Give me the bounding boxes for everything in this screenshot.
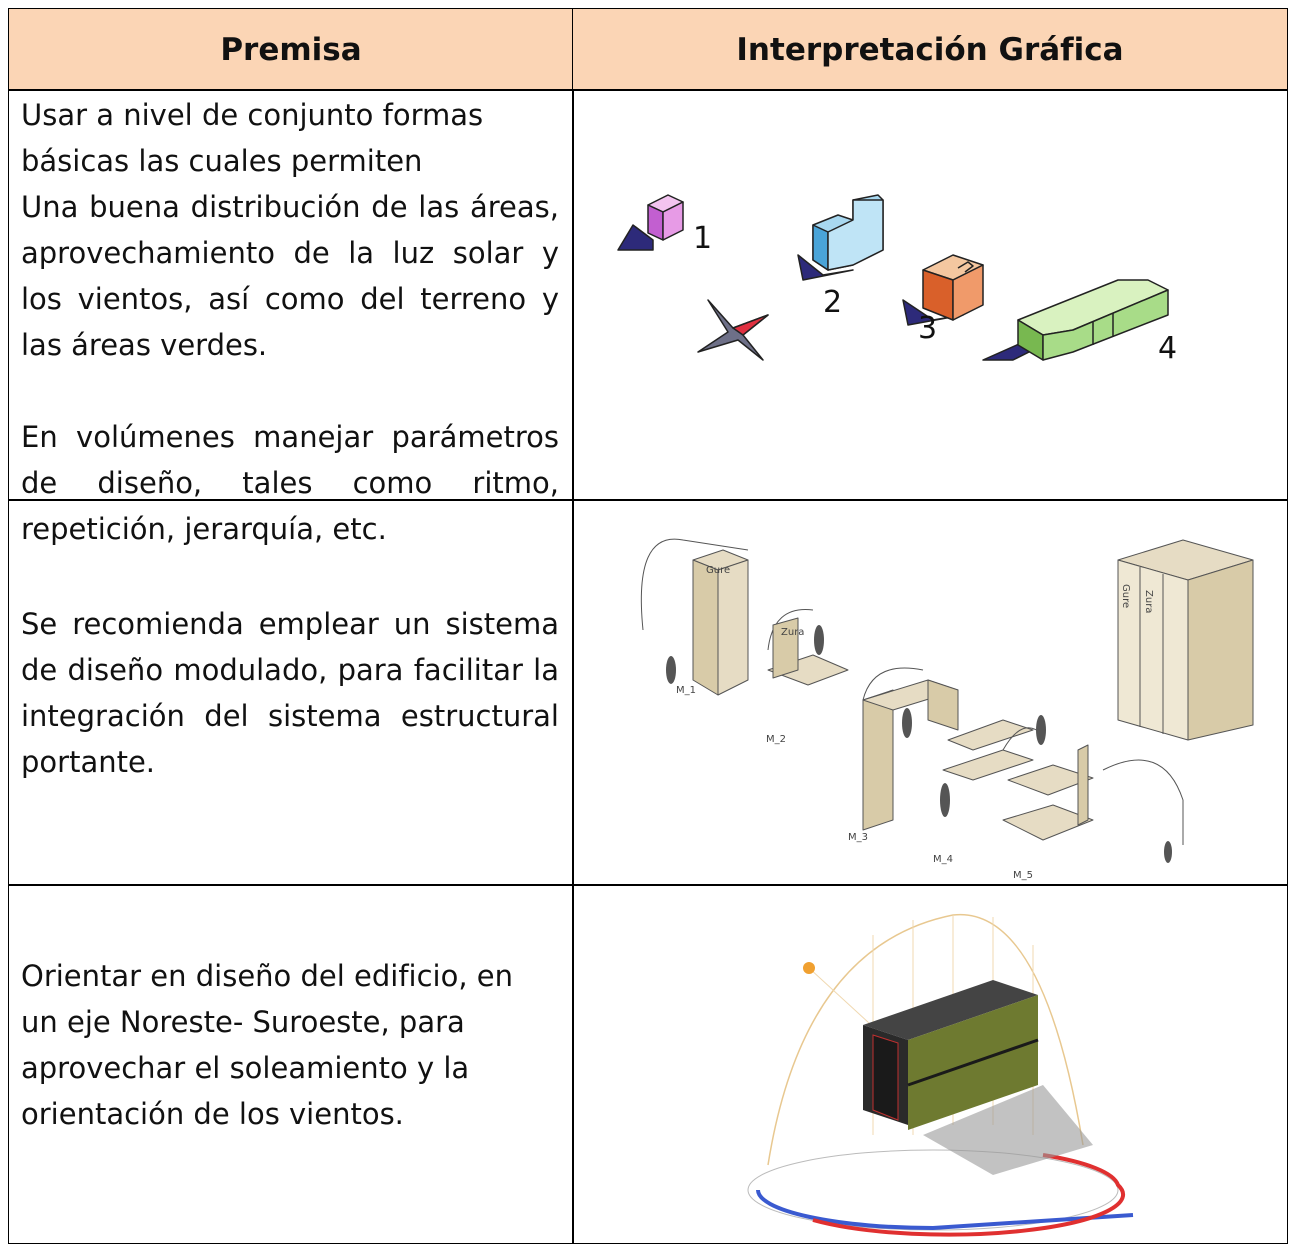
figure-label: 3 [918,311,937,346]
text-line: orientación de los vientos. [21,1097,404,1131]
figure-label: 1 [693,221,712,256]
premise-cell: Usar a nivel de conjunto formas básicas … [8,89,574,546]
figure-label: Gure [706,565,730,576]
figure-cell: 1 2 3 4 [572,89,1288,501]
figure-label: 4 [1158,331,1177,366]
paragraph: Usar a nivel de conjunto formas básicas … [21,98,484,178]
module-sketch: Gure Zura M_1 M_2 M_3 M_4 M_5 Gure Zura [640,538,1254,881]
solar-sketch [747,913,1134,1237]
figure-cell [572,884,1288,1244]
figure-label: Zura [1143,590,1154,613]
figure-label: Gure [1120,584,1131,608]
paragraph: En volúmenes manejar parámetros de diseñ… [21,420,559,546]
figure-label: M_5 [1013,870,1033,881]
figure-label: M_2 [766,734,786,745]
figure-label: M_3 [848,832,868,843]
header-cell: Premisa [8,8,574,91]
text-line: un eje Noreste- Suroeste, para [21,1005,465,1039]
premise-cell: Orientar en diseño del edificio, en un e… [8,884,574,1244]
premise-cell: Se recomienda emplear un sistema de dise… [8,499,574,886]
figure-label: M_4 [933,854,953,865]
figure-cell: Gure Zura M_1 M_2 M_3 M_4 M_5 Gure Zura [572,499,1288,886]
header-text: Premisa [220,31,362,68]
figure-label: Zura [781,627,804,638]
text-line: aprovechar el soleamiento y la [21,1051,470,1085]
header-text: Interpretación Gráfica [736,31,1124,68]
paragraph: Una buena distribución de las áreas, apr… [21,190,559,362]
volume-sketch: 1 2 3 4 [617,194,1177,366]
text-line: Orientar en diseño del edificio, en [21,959,514,993]
figure-label: M_1 [676,685,696,696]
figure-label: 2 [823,285,842,320]
paragraph: Se recomienda emplear un sistema de dise… [21,606,559,779]
header-cell: Interpretación Gráfica [572,8,1288,91]
